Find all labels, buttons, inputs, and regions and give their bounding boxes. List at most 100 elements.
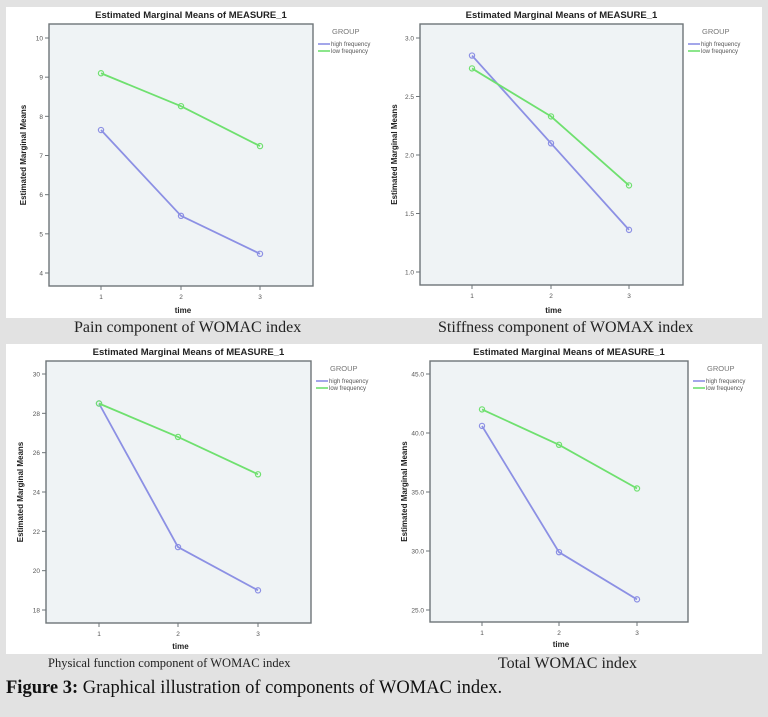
data-point — [177, 212, 185, 220]
y-tick-label: 4 — [39, 271, 43, 278]
x-tick-label: 2 — [176, 631, 180, 638]
chart-title: Estimated Marginal Means of MEASURE_1 — [95, 10, 287, 21]
y-tick-label: 9 — [39, 75, 43, 82]
series-line-low-frequency — [471, 67, 630, 187]
y-tick-label: 26 — [33, 450, 41, 457]
data-point — [97, 126, 105, 134]
y-tick-label: 6 — [39, 192, 43, 199]
data-point — [555, 548, 563, 556]
plot-area — [419, 23, 684, 286]
y-tick-label: 30.0 — [411, 549, 424, 556]
y-tick-label: 40.0 — [411, 431, 424, 438]
y-tick-label: 24 — [33, 490, 41, 497]
data-point — [478, 422, 486, 430]
legend-title: GROUP — [330, 364, 358, 373]
series-line-high-frequency — [98, 403, 259, 592]
legend-label-high-frequency: high frequency — [701, 42, 740, 48]
data-point — [256, 142, 264, 150]
x-tick-label: 1 — [470, 293, 474, 300]
y-tick-label: 20 — [33, 568, 41, 575]
plot-area — [45, 360, 312, 624]
data-point — [468, 52, 476, 59]
legend-title: GROUP — [707, 364, 735, 373]
caption-physical-function: Physical function component of WOMAC ind… — [48, 656, 291, 670]
y-axis-label: Estimated Marginal Means — [400, 441, 409, 542]
chart-3: Estimated Marginal Means of MEASURE_1 18 2… — [16, 347, 368, 651]
x-axis-label: time — [545, 306, 562, 315]
series-line-low-frequency — [98, 402, 259, 476]
caption-total: Total WOMAC index — [498, 655, 638, 672]
data-point — [547, 113, 555, 120]
y-tick-label: 18 — [33, 608, 41, 615]
y-tick-label: 28 — [33, 411, 41, 418]
series-line-high-frequency — [100, 129, 261, 255]
series-line-low-frequency — [481, 408, 638, 490]
x-tick-label: 2 — [557, 630, 561, 637]
data-point — [625, 226, 633, 234]
x-axis-label: time — [172, 642, 189, 651]
data-point — [478, 406, 486, 413]
data-point — [547, 140, 555, 147]
x-axis-label: time — [175, 306, 192, 315]
chart-1: Estimated Marginal Means of MEASURE_1 4 5 6… — [19, 10, 370, 315]
y-tick-label: 3.0 — [405, 36, 414, 43]
y-tick-label: 2.0 — [405, 153, 414, 160]
data-point — [95, 400, 103, 407]
legend-label-low-frequency: low frequency — [706, 386, 743, 392]
plot-area — [429, 360, 689, 623]
legend-label-low-frequency: low frequency — [331, 49, 368, 55]
figure-label-separator: : — [71, 678, 79, 698]
chart-title: Estimated Marginal Means of MEASURE_1 — [466, 10, 658, 21]
y-tick-label: 22 — [33, 529, 41, 536]
legend-title: GROUP — [332, 27, 360, 36]
series-line-low-frequency — [100, 72, 261, 147]
y-tick-label: 35.0 — [411, 490, 424, 497]
data-point — [468, 65, 476, 72]
data-point — [254, 471, 262, 478]
chart-title: Estimated Marginal Means of MEASURE_1 — [93, 347, 285, 358]
data-point — [633, 485, 641, 492]
y-tick-label: 1.0 — [405, 270, 414, 277]
data-point — [555, 441, 563, 448]
x-axis-label: time — [553, 640, 570, 649]
x-tick-label: 3 — [627, 293, 631, 300]
y-tick-label: 2.5 — [405, 94, 414, 101]
caption-pain: Pain component of WOMAC index — [74, 319, 302, 336]
data-point — [97, 70, 105, 77]
x-tick-label: 2 — [179, 294, 183, 301]
legend-label-low-frequency: low frequency — [701, 49, 738, 55]
y-tick-label: 25.0 — [411, 608, 424, 615]
legend-title: GROUP — [702, 27, 730, 36]
legend-label-high-frequency: high frequency — [329, 379, 368, 385]
y-tick-label: 7 — [39, 153, 43, 160]
data-point — [633, 596, 641, 603]
legend-label-high-frequency: high frequency — [706, 379, 745, 385]
data-point — [625, 182, 633, 189]
data-point — [174, 433, 182, 441]
plot-area — [48, 23, 314, 287]
chart-title: Estimated Marginal Means of MEASURE_1 — [473, 347, 665, 358]
y-tick-label: 45.0 — [411, 372, 424, 379]
y-axis-label: Estimated Marginal Means — [16, 441, 25, 542]
legend-label-high-frequency: high frequency — [331, 42, 370, 48]
data-point — [177, 102, 185, 110]
x-tick-label: 2 — [549, 293, 553, 300]
figure-caption-text: Graphical illustration of components of … — [78, 678, 503, 698]
y-tick-label: 30 — [33, 372, 41, 379]
y-tick-label: 5 — [39, 231, 43, 238]
y-axis-label: Estimated Marginal Means — [19, 104, 28, 205]
legend-label-low-frequency: low frequency — [329, 386, 366, 392]
series-line-high-frequency — [481, 425, 638, 601]
x-tick-label: 3 — [258, 294, 262, 301]
y-axis-label: Estimated Marginal Means — [390, 104, 399, 205]
x-tick-label: 3 — [256, 631, 260, 638]
x-tick-label: 1 — [480, 630, 484, 637]
figure-label-text: Figure 3 — [6, 678, 72, 698]
y-tick-label: 8 — [39, 114, 43, 121]
caption-stiffness: Stiffness component of WOMAX index — [438, 319, 694, 336]
data-point — [256, 250, 264, 258]
figure-caption: Figure 3: Graphical illustration of comp… — [6, 678, 502, 699]
